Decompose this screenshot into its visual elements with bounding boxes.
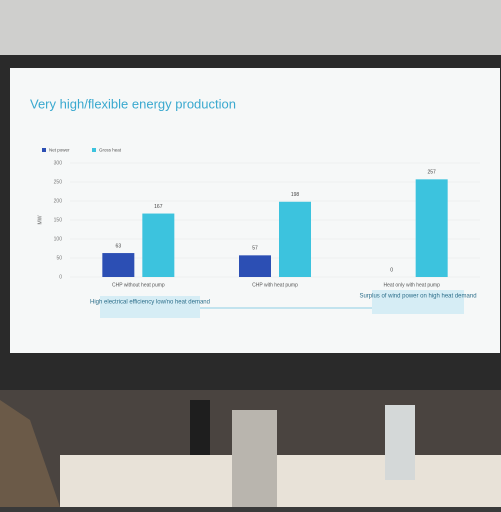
bar (142, 214, 174, 277)
y-tick-label: 250 (54, 179, 63, 185)
legend-label: Gross heat (99, 148, 122, 153)
y-tick-label: 200 (54, 198, 63, 204)
thermos (232, 410, 277, 507)
y-axis-label: MW (37, 215, 43, 224)
bar (102, 253, 134, 277)
value-label: 198 (291, 192, 300, 198)
value-label: 257 (427, 170, 436, 176)
legend-label: Net power (49, 148, 70, 153)
y-tick-label: 50 (56, 255, 62, 261)
legend-swatch (92, 148, 96, 152)
value-label: 0 (390, 267, 393, 273)
y-tick-label: 0 (59, 274, 62, 280)
legend-swatch (42, 148, 46, 152)
chart-title: Very high/flexible energy production (30, 96, 236, 111)
bar (239, 255, 271, 277)
bar (416, 179, 448, 277)
x-tick-label: CHP without heat pump (112, 282, 165, 288)
annotation: Surplus of wind power on high heat deman… (359, 294, 476, 300)
x-tick-label: CHP with heat pump (252, 282, 298, 288)
page: {"chart_data": {"type": "bar", "title": … (0, 0, 501, 507)
table (60, 455, 501, 507)
annotation: High electrical efficiency low/no heat d… (90, 300, 210, 306)
y-tick-label: 300 (54, 160, 63, 166)
glass-bottle (385, 405, 415, 480)
ceiling (0, 0, 501, 60)
value-label: 63 (116, 243, 122, 249)
bar (279, 202, 311, 277)
y-tick-label: 100 (54, 236, 63, 242)
y-tick-label: 150 (54, 217, 63, 223)
bottle (190, 400, 210, 455)
value-label: 57 (252, 246, 258, 252)
x-tick-label: Heat only with heat pump (383, 282, 440, 288)
scene: Very high/flexible energy production Hig… (0, 0, 501, 507)
value-label: 167 (154, 204, 163, 210)
